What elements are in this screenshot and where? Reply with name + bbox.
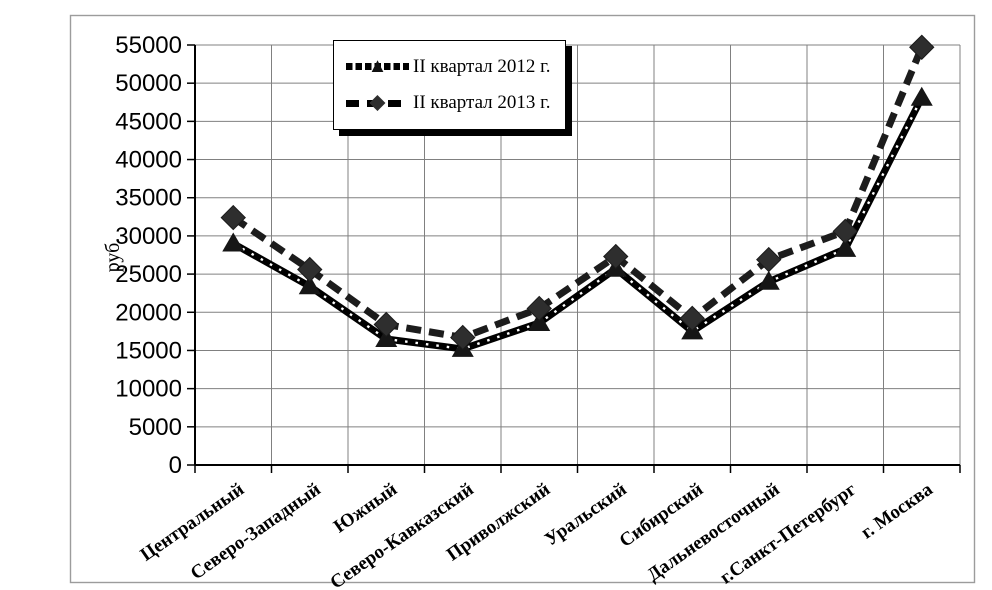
- axes: [187, 44, 961, 473]
- svg-text:35000: 35000: [115, 185, 182, 212]
- legend: ▲ II квартал 2012 г. ◆ II квартал 2013 г…: [333, 40, 566, 130]
- svg-text:30000: 30000: [115, 223, 182, 250]
- diamond-marker: [679, 305, 705, 332]
- triangle-marker: [834, 237, 857, 257]
- diamond-marker: [450, 324, 476, 351]
- legend-item-2012: ▲ II квартал 2012 г.: [346, 56, 565, 78]
- dotted-line-icon: [346, 63, 409, 71]
- triangle-marker: [910, 86, 933, 106]
- svg-text:40000: 40000: [115, 147, 182, 174]
- diamond-marker-icon: ◆: [369, 90, 386, 114]
- diamond-marker: [220, 204, 246, 231]
- triangle-marker: [757, 270, 780, 290]
- triangle-marker: [528, 311, 551, 331]
- diamond-marker: [756, 246, 782, 273]
- legend-item-2013: ◆ II квартал 2013 г.: [346, 92, 565, 114]
- diamond-marker: [373, 311, 399, 338]
- svg-text:45000: 45000: [115, 108, 182, 135]
- svg-text:0: 0: [169, 452, 182, 479]
- y-tick-labels: 0 5000 10000 15000 20000 25000 30000 35000 40000…: [115, 32, 182, 479]
- y-axis-title: руб.: [102, 237, 124, 273]
- diamond-marker: [832, 218, 858, 245]
- triangle-marker: [222, 232, 245, 252]
- dashed-line-icon: [346, 99, 409, 107]
- series-2013: [220, 34, 935, 351]
- svg-text:5000: 5000: [129, 414, 182, 441]
- diamond-marker: [603, 243, 629, 270]
- svg-text:20000: 20000: [115, 299, 182, 326]
- svg-text:15000: 15000: [115, 337, 182, 364]
- diamond-marker: [909, 34, 935, 60]
- svg-text:10000: 10000: [115, 376, 182, 403]
- triangle-marker: [375, 328, 398, 347]
- triangle-marker-icon: ▲: [367, 54, 388, 77]
- svg-text:50000: 50000: [115, 70, 182, 97]
- svg-text:25000: 25000: [115, 261, 182, 288]
- triangle-marker: [298, 275, 321, 295]
- dashed-line-sample-icon: ◆: [346, 90, 409, 114]
- diamond-marker: [297, 256, 323, 283]
- diamond-marker: [526, 295, 552, 322]
- svg-text:55000: 55000: [115, 32, 182, 59]
- dotted-line-sample-icon: ▲: [346, 54, 409, 77]
- legend-label-2012: II квартал 2012 г.: [413, 55, 551, 77]
- legend-label-2013: II квартал 2013 г.: [413, 92, 551, 114]
